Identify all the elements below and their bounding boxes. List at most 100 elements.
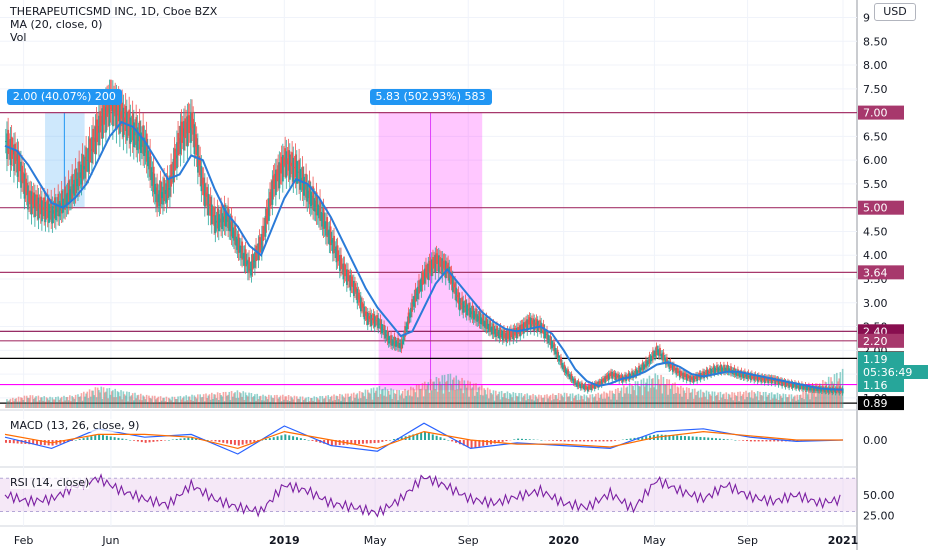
candle-body xyxy=(543,328,546,339)
volume-bar xyxy=(632,386,634,408)
volume-bar xyxy=(100,386,103,408)
volume-bar xyxy=(689,392,691,408)
candle-body xyxy=(391,339,394,346)
macd-histogram-bar xyxy=(330,440,333,446)
volume-bar xyxy=(158,401,161,408)
volume-bar xyxy=(683,390,686,408)
ma-legend[interactable]: MA (20, close, 0) xyxy=(10,18,103,31)
level-badge-2.20-bg xyxy=(858,333,904,348)
volume-bar xyxy=(194,396,197,408)
candle-body xyxy=(173,148,176,171)
volume-bar xyxy=(265,396,268,408)
volume-bar xyxy=(675,393,678,408)
volume-bar xyxy=(783,401,786,408)
candle-body xyxy=(209,196,212,216)
volume-bar xyxy=(633,390,636,408)
macd-histogram-bar xyxy=(152,440,155,442)
volume-bar xyxy=(212,398,214,408)
candle-body xyxy=(637,370,639,373)
volume-bar xyxy=(486,387,489,408)
volume-bar xyxy=(748,392,751,408)
candle-body xyxy=(176,142,178,169)
volume-bar xyxy=(314,401,317,408)
candle-body xyxy=(166,175,169,199)
candle-body xyxy=(191,112,194,129)
candle-body xyxy=(56,206,59,213)
candle-body xyxy=(368,316,370,320)
volume-bar xyxy=(141,400,143,408)
candle-body xyxy=(684,374,687,377)
vol-legend[interactable]: Vol xyxy=(10,31,27,44)
volume-bar xyxy=(180,399,183,408)
symbol-legend[interactable]: THERAPEUTICSMD INC, 1D, Cboe BZX xyxy=(10,5,218,18)
time-axis[interactable]: Feb Jun 2019 May Sep 2020 May Sep 2021 xyxy=(14,534,858,547)
volume-bar xyxy=(806,394,809,408)
candle-body xyxy=(806,387,809,390)
candle-body xyxy=(501,331,504,341)
candle-body xyxy=(66,192,69,205)
candle-body xyxy=(44,202,47,223)
volume-bar xyxy=(631,384,633,408)
candle-body xyxy=(451,277,454,293)
y-tick-label: 3.00 xyxy=(863,297,888,310)
volume-bar xyxy=(762,392,765,408)
macd-histogram-bar xyxy=(575,440,578,442)
candle-body xyxy=(419,285,422,287)
volume-bar xyxy=(638,386,640,408)
volume-bar xyxy=(153,395,156,408)
volume-bar xyxy=(566,393,568,408)
candle-body xyxy=(426,269,429,273)
volume-bar xyxy=(649,387,652,408)
volume-bar xyxy=(206,398,208,408)
volume-bar xyxy=(780,395,782,408)
candle-body xyxy=(207,193,210,216)
candle-body xyxy=(830,389,833,391)
volume-bar xyxy=(122,391,125,408)
candle-body xyxy=(447,262,450,274)
currency-button[interactable]: USD xyxy=(874,3,916,21)
candle-body xyxy=(491,326,494,335)
rsi-legend[interactable]: RSI (14, close) xyxy=(10,476,90,489)
candle-body xyxy=(787,381,789,386)
candle-body xyxy=(228,218,231,231)
volume-bar xyxy=(198,401,200,408)
volume-bar xyxy=(387,390,390,408)
candle-body xyxy=(157,194,160,203)
candle-body xyxy=(801,383,803,389)
candle-body xyxy=(315,192,318,216)
candle-body xyxy=(183,121,185,151)
candle-body xyxy=(574,378,576,385)
candle-body xyxy=(612,373,615,376)
volume-bar xyxy=(337,399,340,408)
volume-bar xyxy=(56,402,58,408)
volume-bar xyxy=(315,396,318,408)
candle-body xyxy=(200,165,203,192)
volume-bar xyxy=(742,391,745,408)
y-tick-label: 7.50 xyxy=(863,83,888,96)
candle-body xyxy=(557,355,560,361)
macd-histogram-bar xyxy=(354,440,357,445)
volume-bar xyxy=(652,378,654,408)
macd-histogram-bar xyxy=(660,434,663,440)
volume-bar xyxy=(595,393,597,408)
macd-legend[interactable]: MACD (13, 26, close, 9) xyxy=(10,419,140,432)
candle-body xyxy=(359,297,362,312)
volume-bar xyxy=(481,385,483,408)
candle-body xyxy=(223,204,226,227)
volume-bar xyxy=(283,399,285,408)
volume-bar xyxy=(542,397,545,408)
volume-bar xyxy=(249,401,252,408)
candle-body xyxy=(454,282,457,294)
candle-body xyxy=(442,260,445,269)
volume-bar xyxy=(704,396,707,408)
volume-bar xyxy=(63,395,65,408)
volume-bar xyxy=(171,396,174,408)
candle-body xyxy=(427,263,430,280)
volume-bar xyxy=(46,398,49,408)
volume-bar xyxy=(292,399,295,408)
volume-bar xyxy=(646,378,648,408)
volume-bar xyxy=(531,399,533,408)
price-axis[interactable]: 98.508.007.506.506.005.504.504.003.503.0… xyxy=(858,12,928,523)
candle-body xyxy=(641,362,644,371)
macd-histogram-bar xyxy=(144,440,147,443)
